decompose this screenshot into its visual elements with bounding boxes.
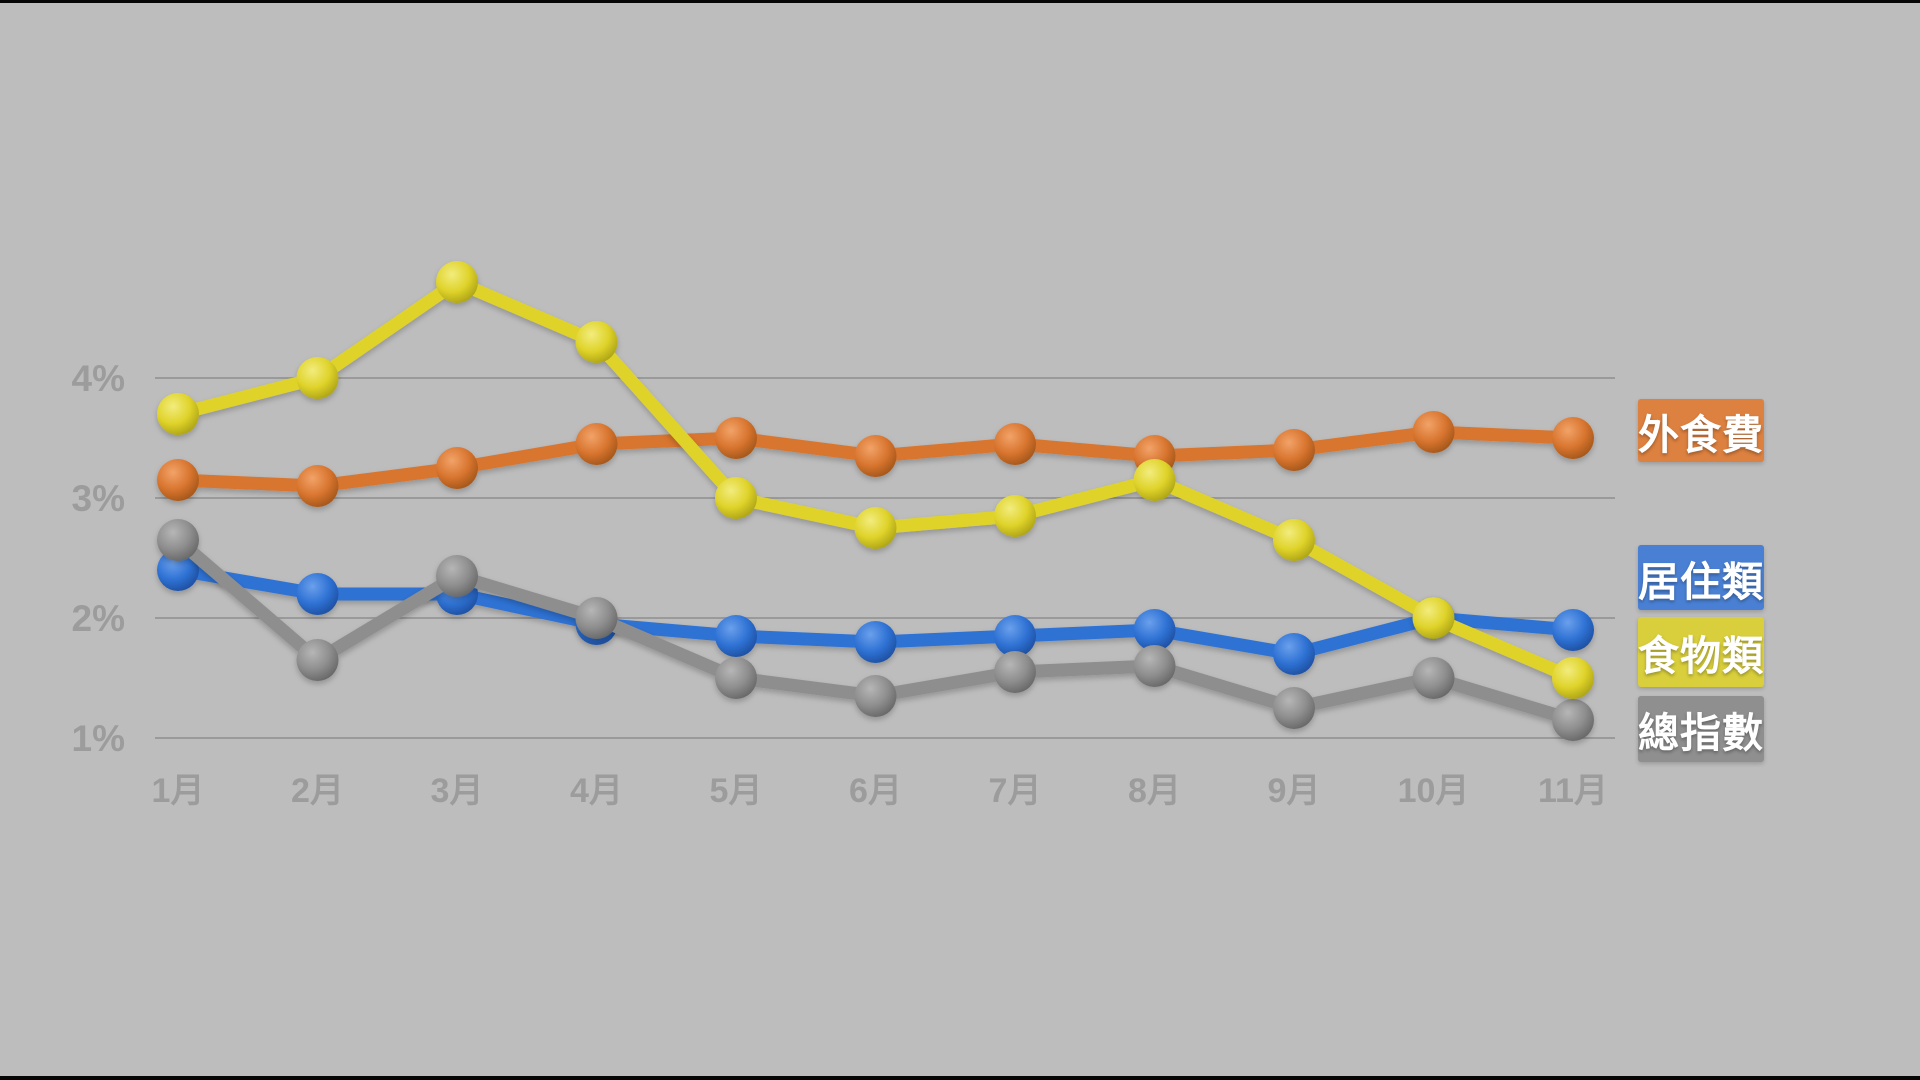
x-tick-label: 5月	[710, 772, 763, 810]
y-tick-label: 4%	[72, 358, 125, 399]
legend-chip-food: 食物類	[1638, 617, 1764, 687]
data-point-dining-out-6月	[854, 435, 897, 477]
x-tick-label: 2月	[291, 772, 344, 810]
data-point-food-3月	[436, 261, 478, 303]
y-tick-label: 1%	[72, 718, 125, 759]
y-axis-labels: 4% 3% 2% 1%	[72, 358, 125, 759]
series-food	[157, 261, 1594, 699]
data-point-food-2月	[296, 357, 339, 399]
data-point-overall-index-6月	[854, 675, 897, 717]
data-point-overall-index-2月	[296, 639, 339, 681]
data-point-housing-7月	[994, 615, 1036, 657]
data-point-overall-index-10月	[1412, 657, 1455, 699]
data-point-food-4月	[575, 321, 618, 363]
legend-label-housing: 居住類	[1638, 558, 1764, 605]
x-tick-label: 7月	[989, 772, 1042, 810]
data-point-food-11月	[1552, 657, 1594, 699]
y-tick-label: 3%	[72, 478, 125, 519]
x-tick-label: 11月	[1538, 772, 1608, 810]
data-point-overall-index-8月	[1133, 645, 1176, 687]
legend-label-overall-index: 總指數	[1638, 710, 1764, 756]
data-point-dining-out-11月	[1552, 417, 1594, 459]
x-tick-label: 8月	[1128, 772, 1181, 810]
data-point-housing-2月	[296, 573, 339, 615]
series-overall-index	[157, 519, 1594, 741]
data-point-housing-11月	[1552, 609, 1594, 651]
data-point-dining-out-7月	[994, 423, 1036, 465]
legend-chip-housing: 居住類	[1638, 545, 1764, 610]
data-point-dining-out-9月	[1273, 429, 1315, 471]
data-point-dining-out-3月	[436, 447, 478, 489]
x-tick-label: 3月	[431, 772, 484, 810]
data-point-dining-out-2月	[296, 465, 339, 507]
data-point-dining-out-4月	[575, 423, 618, 465]
data-point-overall-index-4月	[575, 597, 618, 639]
data-point-overall-index-11月	[1552, 699, 1594, 741]
letterbox-top	[0, 0, 1920, 3]
data-point-housing-8月	[1133, 609, 1176, 651]
data-point-housing-1月	[157, 549, 199, 591]
x-tick-label: 9月	[1268, 772, 1321, 810]
legend-label-food: 食物類	[1638, 633, 1764, 679]
series-dining-out	[157, 411, 1594, 507]
data-point-food-8月	[1133, 459, 1176, 501]
y-tick-label: 2%	[72, 598, 125, 639]
data-point-dining-out-5月	[715, 417, 757, 459]
data-point-overall-index-5月	[715, 657, 757, 699]
legend-label-dining-out: 外食費	[1638, 411, 1764, 458]
data-point-overall-index-3月	[436, 555, 478, 597]
data-point-dining-out-10月	[1412, 411, 1455, 453]
chart-legend: 外食費 居住類 食物類 總指數	[1638, 0, 1838, 1080]
data-point-overall-index-7月	[994, 651, 1036, 693]
x-tick-label: 1月	[152, 772, 205, 810]
x-tick-label: 6月	[849, 772, 902, 810]
data-point-food-7月	[994, 495, 1036, 537]
data-point-overall-index-9月	[1273, 687, 1315, 729]
legend-chip-dining-out: 外食費	[1638, 399, 1764, 462]
data-point-housing-6月	[854, 621, 897, 663]
series-housing	[157, 549, 1594, 675]
data-point-food-6月	[854, 507, 897, 549]
x-tick-label: 4月	[570, 772, 623, 810]
data-point-food-9月	[1273, 519, 1315, 561]
data-point-food-10月	[1412, 597, 1455, 639]
legend-chip-overall-index: 總指數	[1638, 696, 1764, 762]
data-point-dining-out-1月	[157, 459, 199, 501]
data-point-housing-5月	[715, 615, 757, 657]
x-axis-labels: 1月 2月 3月 4月 5月 6月 7月 8月 9月 10月 11月	[152, 772, 1608, 810]
letterbox-bottom	[0, 1076, 1920, 1080]
data-point-food-5月	[715, 477, 757, 519]
x-tick-label: 10月	[1398, 772, 1470, 810]
data-point-overall-index-1月	[157, 519, 199, 561]
data-point-food-1月	[157, 393, 199, 435]
data-point-housing-9月	[1273, 633, 1315, 675]
